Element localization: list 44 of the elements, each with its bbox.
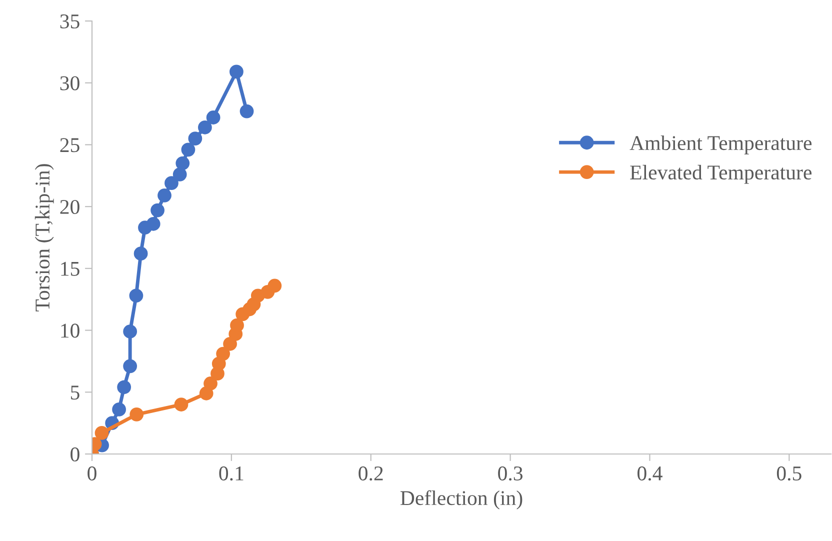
point bbox=[94, 426, 109, 440]
y-tick-label: 35 bbox=[60, 14, 80, 28]
point bbox=[150, 203, 164, 218]
point bbox=[204, 376, 218, 390]
point bbox=[123, 359, 138, 374]
point bbox=[198, 120, 212, 134]
x-tick-label: 0.5 bbox=[776, 466, 802, 481]
x-tick-label: 0.4 bbox=[638, 466, 662, 481]
y-tick-label: 10 bbox=[61, 324, 80, 338]
y-tick-label: 0 bbox=[70, 447, 80, 462]
point bbox=[240, 104, 254, 118]
point bbox=[230, 318, 244, 332]
point bbox=[216, 346, 230, 361]
y-tick-label: 25 bbox=[60, 138, 80, 152]
x-tick-label: 0.1 bbox=[219, 466, 244, 481]
y-tick-label: 30 bbox=[60, 76, 80, 90]
point bbox=[158, 188, 172, 202]
point bbox=[129, 288, 144, 303]
point bbox=[164, 176, 178, 190]
point bbox=[146, 216, 160, 231]
x-tick-label: 0.2 bbox=[358, 466, 383, 481]
legend-label: Elevated Temperature bbox=[630, 164, 812, 184]
point bbox=[123, 324, 138, 338]
point bbox=[223, 336, 237, 351]
y-tick-label: 20 bbox=[60, 200, 80, 214]
point bbox=[230, 64, 244, 79]
point bbox=[174, 398, 188, 412]
point bbox=[268, 278, 282, 293]
y-tick-label: 15 bbox=[61, 262, 80, 276]
legend-label: Ambient Temperature bbox=[630, 135, 812, 154]
point bbox=[206, 110, 220, 124]
point bbox=[188, 132, 202, 146]
point bbox=[134, 246, 148, 261]
point bbox=[117, 380, 132, 394]
point bbox=[112, 402, 126, 416]
point bbox=[181, 142, 196, 157]
x-tick-label: 0 bbox=[88, 466, 96, 480]
x-axis-title: Deflection (in) bbox=[400, 490, 522, 510]
point bbox=[176, 156, 190, 170]
y-axis-title: Torsion (T,kip-in) bbox=[34, 164, 54, 312]
point bbox=[130, 407, 144, 422]
x-tick-label: 0.3 bbox=[498, 466, 523, 481]
y-tick-label: 5 bbox=[70, 386, 80, 400]
point bbox=[172, 167, 187, 182]
